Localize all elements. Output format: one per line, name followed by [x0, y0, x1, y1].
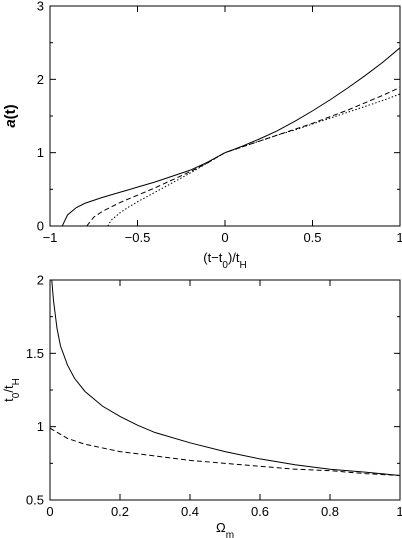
- label-part: t: [1, 398, 16, 402]
- y-tick-label: 1: [37, 145, 44, 160]
- series-line-solid: [51, 280, 400, 477]
- y-axis-label: t0/tH: [1, 378, 22, 402]
- x-tick-label: −0.5: [125, 230, 151, 245]
- series-line-dotted: [107, 93, 400, 226]
- x-axis-label: Ωm: [216, 520, 234, 538]
- y-tick-label: 2: [37, 273, 44, 288]
- y-tick-label: 3: [37, 0, 44, 14]
- y-tick-label: 2: [37, 72, 44, 87]
- x-tick-label: 0.6: [251, 504, 269, 519]
- x-tick-label: −1: [43, 230, 58, 245]
- x-tick-label: 0.8: [321, 504, 339, 519]
- x-axis-label: (t−t0)/tH: [203, 250, 247, 271]
- label-part: )/t: [228, 250, 240, 265]
- y-tick-label: 0.5: [26, 493, 44, 508]
- y-tick-label: 0: [37, 219, 44, 234]
- series-line-dashed: [86, 86, 400, 226]
- x-tick-label: 0: [221, 230, 228, 245]
- y-label-rest: (t): [2, 104, 19, 119]
- x-tick-label: 0.2: [111, 504, 129, 519]
- x-tick-label: 0.4: [181, 504, 199, 519]
- y-label-italic-a: a: [2, 119, 19, 127]
- plot-frame: [49, 5, 401, 227]
- y-axis-label: a(t): [2, 104, 19, 127]
- label-subscript: m: [226, 530, 234, 538]
- x-tick-label: 1: [396, 230, 402, 245]
- x-tick-label: 1: [396, 504, 402, 519]
- label-subscript: H: [11, 378, 22, 385]
- label-subscript: 0: [11, 392, 22, 398]
- y-tick-label: 1.5: [26, 346, 44, 361]
- label-part: (t−t: [203, 250, 223, 265]
- x-tick-label: 0.5: [303, 230, 321, 245]
- series-line-solid: [61, 47, 400, 226]
- label-subscript: H: [240, 260, 247, 271]
- label-part: Ω: [216, 520, 226, 535]
- series-line-dashed: [50, 427, 400, 477]
- label-part: /t: [1, 385, 16, 393]
- y-tick-label: 1: [37, 419, 44, 434]
- label-subscript: 0: [222, 260, 228, 271]
- x-tick-label: 0: [46, 504, 53, 519]
- plot-frame: [49, 279, 401, 501]
